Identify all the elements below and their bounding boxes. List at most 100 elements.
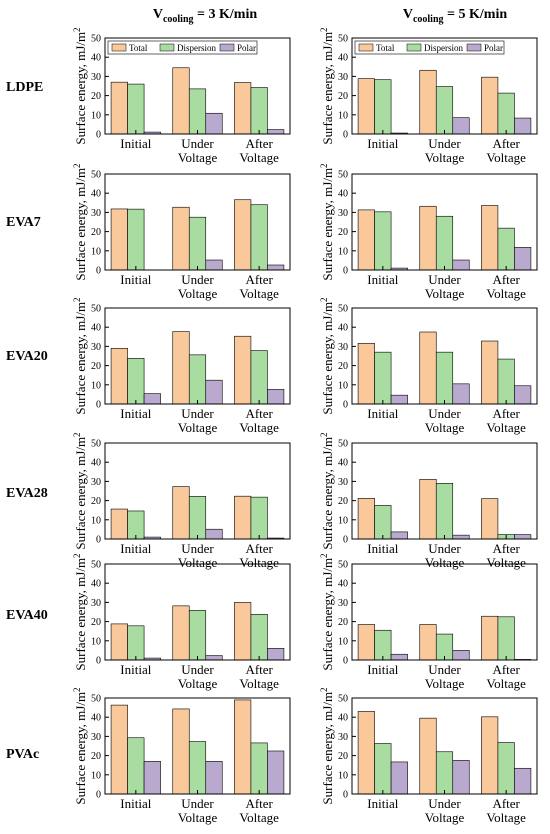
y-tick-label: 30 xyxy=(338,477,348,488)
y-tick-label: 40 xyxy=(338,458,348,469)
bar-total-under-voltage xyxy=(172,206,190,271)
y-axis-label-sup: 2 xyxy=(319,163,329,168)
y-tick-label: 20 xyxy=(91,361,101,372)
bar-total-initial xyxy=(357,78,375,135)
bar-total-under-voltage xyxy=(419,69,437,135)
y-tick-label: 10 xyxy=(338,636,348,647)
y-tick-label: 50 xyxy=(338,439,348,450)
bar-polar-under-voltage xyxy=(205,112,223,135)
y-tick-label: 0 xyxy=(96,790,101,801)
y-axis-label: Surface energy, mJ/m2 xyxy=(72,27,88,144)
x-tick-label: Under Voltage xyxy=(425,541,465,570)
bar-polar-initial xyxy=(390,761,408,795)
bar-dispersion-initial xyxy=(374,743,392,795)
x-tick-label-line: Voltage xyxy=(239,555,279,570)
y-tick-label: 30 xyxy=(338,208,348,219)
x-tick-label-line: Voltage xyxy=(239,420,279,435)
y-axis-label-text: Surface energy, mJ/m xyxy=(73,168,88,281)
x-tick-label-line: Voltage xyxy=(178,150,218,165)
y-tick-label: 0 xyxy=(96,266,101,277)
x-tick-label: Under Voltage xyxy=(425,272,465,301)
bar-polar-after-voltage xyxy=(267,264,285,271)
legend-swatch-total xyxy=(358,43,374,52)
y-tick-label: 10 xyxy=(338,246,348,257)
y-tick-label: 30 xyxy=(91,342,101,353)
y-axis-label-text: Surface energy, mJ/m xyxy=(320,32,335,145)
bar-total-after-voltage xyxy=(481,205,499,271)
y-axis-label-sup: 2 xyxy=(72,163,82,168)
bar-polar-under-voltage xyxy=(205,655,223,661)
x-tick-label: After Voltage xyxy=(486,406,526,435)
legend-swatch-dispersion xyxy=(159,43,175,52)
column-title-3k-rest: = 3 K/min xyxy=(194,7,258,22)
y-axis-label-sup: 2 xyxy=(319,27,329,32)
x-tick-label: Under Voltage xyxy=(425,796,465,825)
y-axis-label: Surface energy, mJ/m2 xyxy=(72,163,88,280)
bar-total-under-voltage xyxy=(419,205,437,271)
x-tick-label-line: Voltage xyxy=(425,810,465,825)
column-title-3k-sub: cooling xyxy=(163,14,194,25)
y-axis-label: Surface energy, mJ/m2 xyxy=(319,297,335,414)
y-tick-label: 0 xyxy=(96,656,101,667)
bar-polar-after-voltage xyxy=(514,534,532,540)
x-tick-label: After Voltage xyxy=(239,406,279,435)
y-axis-label-text: Surface energy, mJ/m xyxy=(73,437,88,550)
legend-label-total: Total xyxy=(376,43,395,53)
x-tick-label-line: After xyxy=(492,541,520,556)
bar-polar-under-voltage xyxy=(205,259,223,271)
y-tick-label: 0 xyxy=(343,130,348,141)
x-tick-label-line: After xyxy=(492,406,520,421)
x-tick-label-line: After xyxy=(245,406,273,421)
bar-total-after-voltage xyxy=(234,495,252,540)
bar-polar-initial xyxy=(143,393,161,405)
y-tick-label: 10 xyxy=(91,110,101,121)
bar-dispersion-initial xyxy=(374,351,392,405)
bar-polar-initial xyxy=(143,761,161,795)
legend-label-polar: Polar xyxy=(237,43,256,53)
bar-dispersion-after-voltage xyxy=(250,613,268,661)
bar-dispersion-under-voltage xyxy=(435,215,454,271)
bar-dispersion-after-voltage xyxy=(250,204,268,271)
x-tick-label-line: Voltage xyxy=(425,420,465,435)
x-tick-label: Initial xyxy=(367,662,398,677)
x-tick-label-line: Initial xyxy=(120,136,151,151)
x-tick-label-line: Initial xyxy=(120,406,151,421)
x-tick-label: Under Voltage xyxy=(178,406,218,435)
x-tick-label-line: Voltage xyxy=(425,286,465,301)
y-axis-label-text: Surface energy, mJ/m xyxy=(320,168,335,281)
bar-total-after-voltage xyxy=(481,340,499,405)
bar-total-initial xyxy=(110,508,128,540)
x-tick-label-line: After xyxy=(492,662,520,677)
x-tick-label: After Voltage xyxy=(239,662,279,691)
x-tick-label-line: Voltage xyxy=(178,810,218,825)
y-tick-label: 10 xyxy=(338,110,348,121)
bar-total-after-voltage xyxy=(234,335,252,405)
y-tick-label: 0 xyxy=(343,266,348,277)
bar-dispersion-after-voltage xyxy=(497,92,515,135)
x-tick-label-line: After xyxy=(492,272,520,287)
bar-polar-after-voltage xyxy=(514,767,532,795)
y-tick-label: 20 xyxy=(338,91,348,102)
x-tick-label: After Voltage xyxy=(486,272,526,301)
y-tick-label: 0 xyxy=(96,130,101,141)
bar-dispersion-initial xyxy=(374,79,392,135)
y-tick-label: 30 xyxy=(91,732,101,743)
bar-dispersion-initial xyxy=(127,83,145,135)
y-tick-label: 40 xyxy=(338,53,348,64)
bar-total-initial xyxy=(110,348,128,405)
x-tick-label-line: Voltage xyxy=(425,676,465,691)
y-axis-label-text: Surface energy, mJ/m xyxy=(320,692,335,805)
x-tick-label-line: Under xyxy=(428,136,461,151)
column-title-5k-sub: cooling xyxy=(413,14,444,25)
x-tick-label: Initial xyxy=(120,272,151,287)
bar-polar-under-voltage xyxy=(452,383,470,405)
x-tick-label-line: After xyxy=(245,541,273,556)
x-tick-label-line: Voltage xyxy=(239,150,279,165)
column-title-5k-main: V xyxy=(403,7,413,22)
y-tick-label: 40 xyxy=(338,323,348,334)
